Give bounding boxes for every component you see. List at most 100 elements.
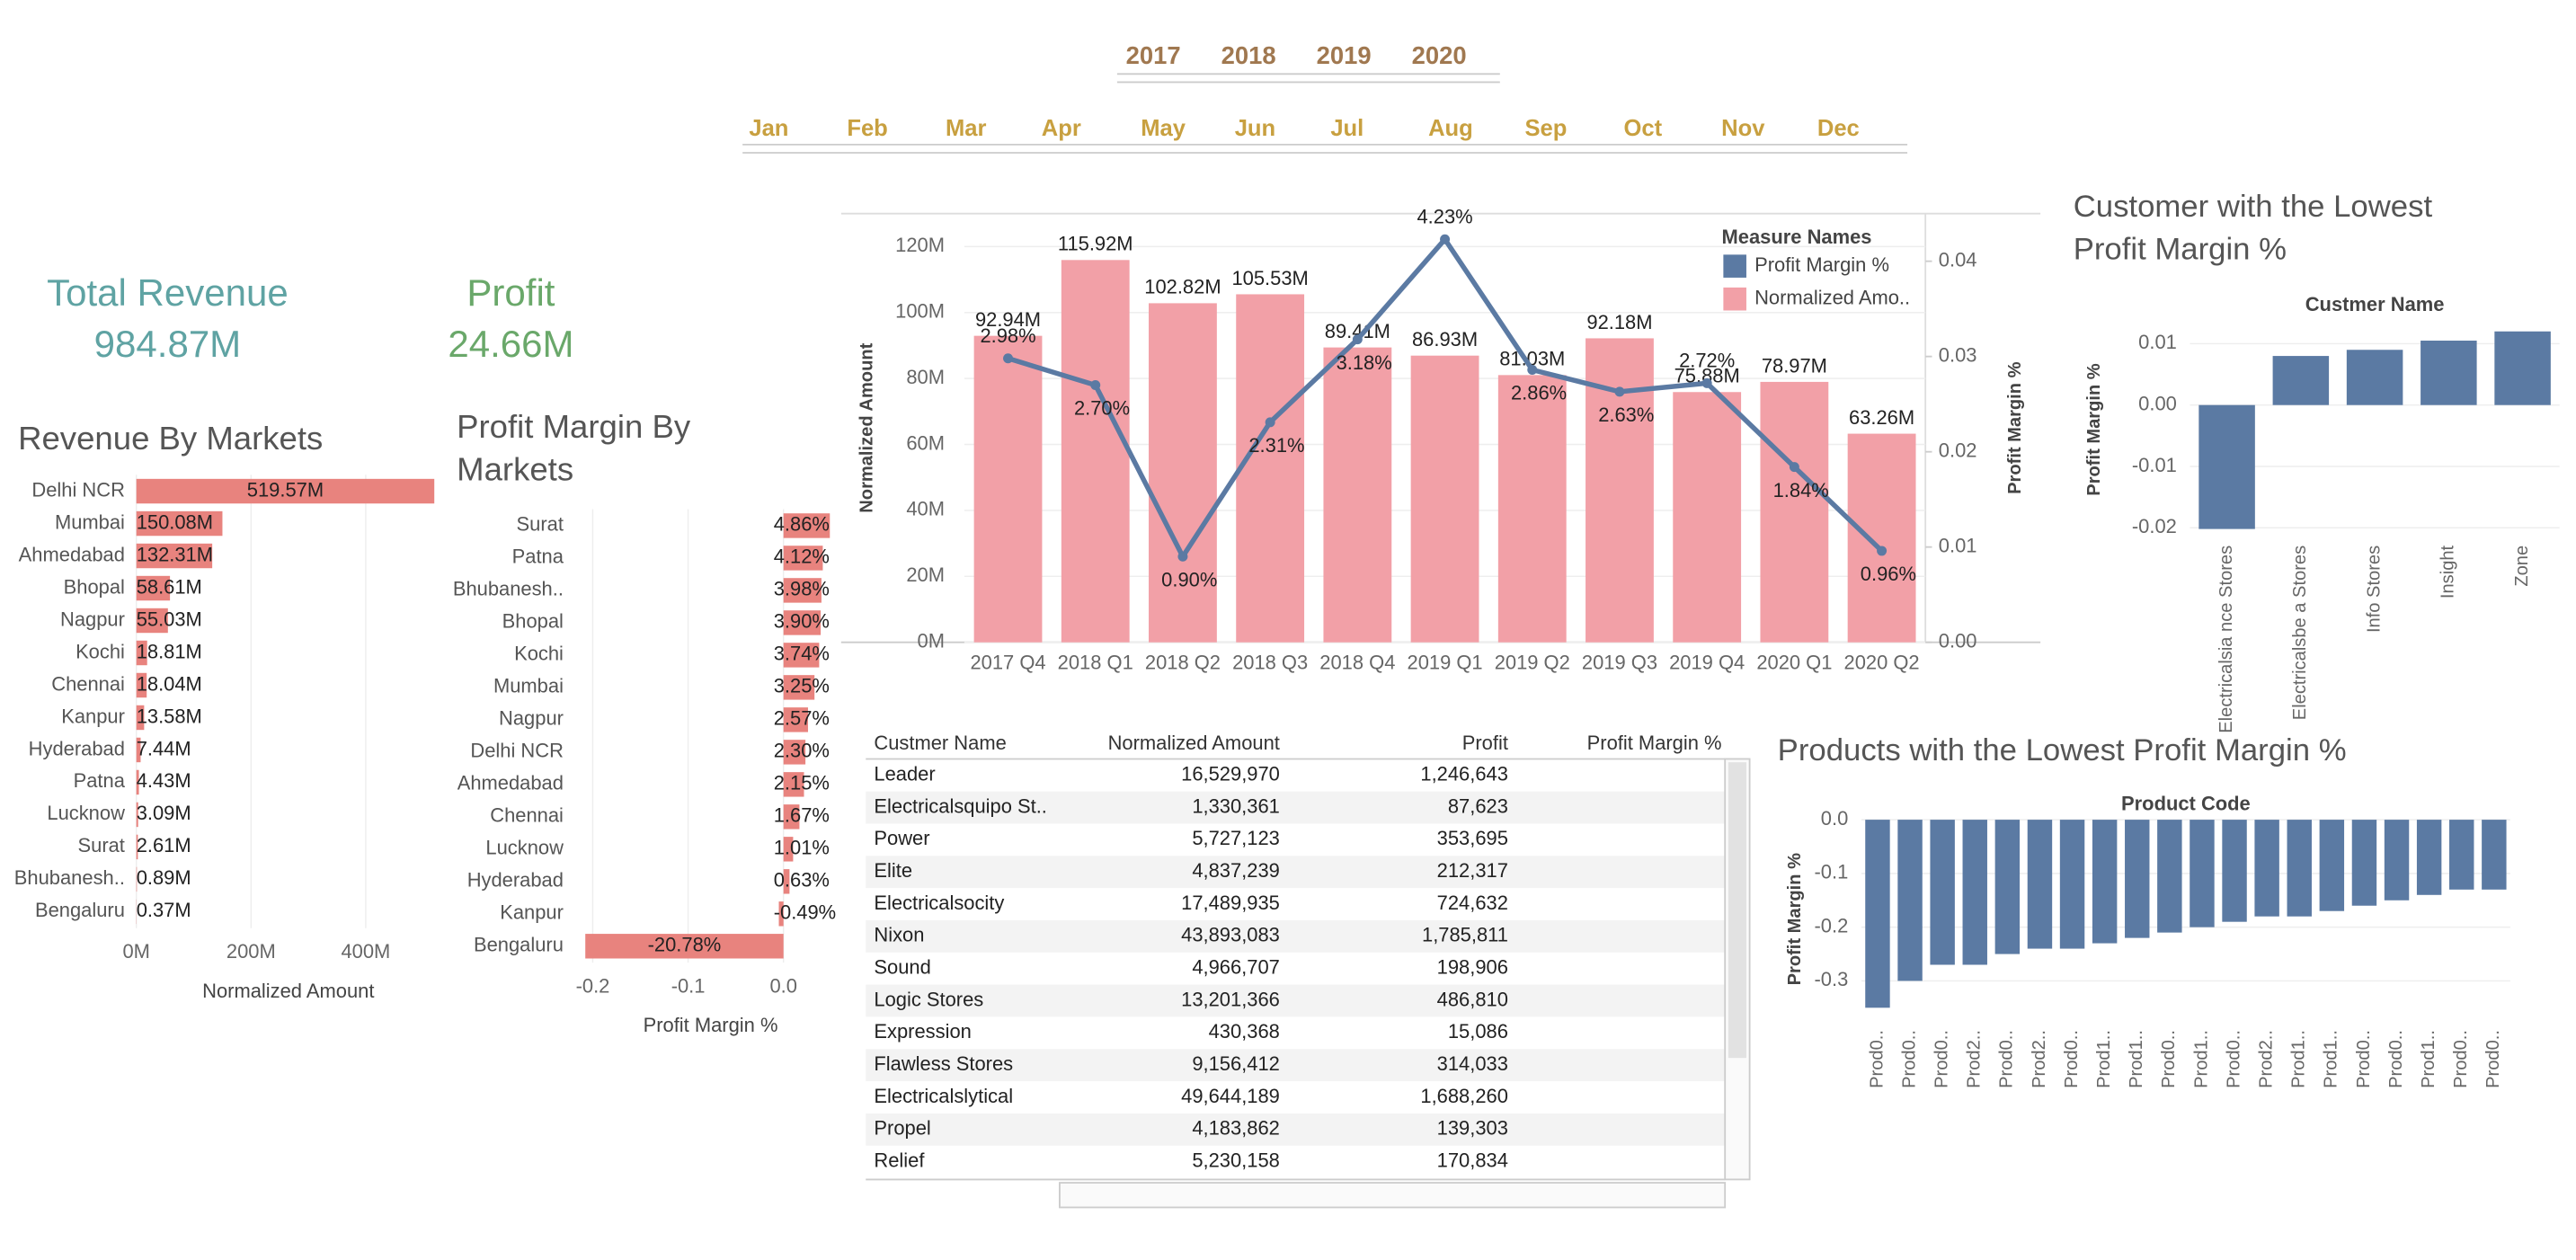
table-cell: Logic Stores	[874, 988, 983, 1010]
y-tick-label: -0.01	[2132, 454, 2177, 476]
x-tick-label: Prod0..	[2062, 1030, 2082, 1088]
bar	[136, 802, 138, 828]
value-label: 0.90%	[1161, 569, 1217, 591]
chart-title: Products with the Lowest Profit Margin %	[1778, 733, 2347, 768]
row-band	[866, 791, 1726, 824]
category-label: Bengaluru	[474, 934, 564, 956]
month-filter[interactable]: Sep	[1525, 116, 1568, 141]
year-filter[interactable]: 2017	[1126, 41, 1181, 69]
category-label: Chennai	[51, 672, 125, 695]
month-filter[interactable]: Dec	[1817, 116, 1860, 141]
x-tick-label: Prod0..	[1867, 1030, 1887, 1088]
bar	[783, 772, 804, 797]
axis-label: Custmer Name	[2305, 293, 2445, 315]
year-filter[interactable]: 2019	[1317, 41, 1372, 69]
x-tick-label: Prod2..	[1965, 1030, 1985, 1088]
month-filter[interactable]: Jan	[749, 116, 788, 141]
x-tick-label: 2020 Q2	[1844, 651, 1920, 673]
value-label: 2.57%	[774, 707, 830, 730]
month-filter[interactable]: Mar	[946, 116, 987, 141]
bar	[2449, 820, 2474, 890]
bar	[136, 575, 171, 601]
x-tick-label: 400M	[341, 940, 390, 963]
bar	[783, 513, 831, 538]
category-label: Bengaluru	[35, 899, 125, 921]
bar	[1897, 820, 1923, 981]
table-cell: 4,183,862	[1192, 1117, 1280, 1140]
table-cell: 6.18%	[1674, 827, 1730, 849]
point	[1352, 334, 1363, 345]
category-label: Delhi NCR	[470, 740, 564, 762]
table-cell: Elite	[874, 859, 912, 882]
table-cell: 1,246,643	[1420, 763, 1508, 785]
bar	[136, 705, 145, 731]
x-tick-label: Prod0..	[1899, 1030, 1919, 1088]
x-tick-label: 2019 Q3	[1582, 651, 1657, 673]
chart-title: Profit Margin By Markets	[457, 408, 691, 488]
value-label: 55.03M	[137, 608, 202, 630]
scrollbar[interactable]	[1059, 1182, 1727, 1209]
month-filter[interactable]: Jul	[1330, 116, 1364, 141]
value-label: 105.53M	[1231, 267, 1308, 289]
row-band	[866, 1113, 1726, 1146]
month-filter[interactable]: May	[1141, 116, 1186, 141]
y-tick-label: 0.00	[2138, 392, 2177, 414]
value-label: 2.30%	[774, 740, 830, 762]
table-cell: 486,810	[1437, 988, 1508, 1010]
y-tick-label: -0.2	[1815, 914, 1849, 936]
bar	[136, 769, 139, 795]
category-label: Delhi NCR	[31, 478, 125, 501]
value-label: 7.44M	[137, 737, 191, 759]
month-filter[interactable]: Apr	[1042, 116, 1081, 141]
table-cell: 7.54%	[1674, 763, 1730, 785]
category-label: Hyderabad	[467, 869, 564, 892]
axis-label: Profit Margin %	[1785, 853, 1805, 985]
category-label: Nagpur	[499, 707, 564, 730]
value-label: 1.01%	[774, 837, 830, 859]
y2-tick-label: 0.04	[1939, 248, 1977, 271]
bar	[783, 707, 808, 732]
year-filter[interactable]: 2018	[1221, 41, 1276, 69]
y-tick-label: 0M	[918, 630, 945, 652]
month-filter[interactable]: Feb	[847, 116, 887, 141]
axis-label: Profit Margin %	[2084, 363, 2104, 495]
table-cell: Expression	[874, 1020, 971, 1043]
bar	[2416, 820, 2442, 895]
table-cell: 87,623	[1448, 794, 1508, 817]
x-tick-label: 2018 Q2	[1145, 651, 1221, 673]
row-band	[866, 856, 1726, 889]
category-label: Ahmedabad	[19, 543, 125, 565]
value-label: 13.58M	[137, 705, 202, 727]
bar	[783, 837, 794, 862]
bar	[585, 934, 784, 959]
month-filter[interactable]: Oct	[1623, 116, 1662, 141]
bar	[783, 643, 820, 668]
month-filter[interactable]: Aug	[1428, 116, 1473, 141]
category-label: Chennai	[490, 804, 564, 827]
x-tick-label: 2019 Q4	[1669, 651, 1745, 673]
value-label: 18.81M	[137, 640, 202, 662]
value-label: 102.82M	[1144, 276, 1221, 298]
year-filter[interactable]: 2020	[1412, 41, 1467, 69]
table-cell: 170,834	[1437, 1149, 1508, 1171]
scroll-thumb[interactable]	[1728, 762, 1746, 1059]
bar	[1323, 347, 1392, 643]
x-tick-label: 0M	[122, 940, 149, 963]
category-label: Lucknow	[485, 837, 564, 859]
bar	[2287, 820, 2312, 917]
point	[1177, 551, 1188, 562]
category-label: Bhopal	[64, 575, 125, 598]
table-cell: Sound	[874, 956, 930, 979]
month-filter[interactable]: Nov	[1721, 116, 1765, 141]
value-label: 2.72%	[1679, 349, 1735, 371]
chart-title: Revenue By Markets	[18, 420, 323, 457]
x-tick-label: 2018 Q1	[1058, 651, 1133, 673]
bar	[136, 866, 138, 892]
value-label: 4.23%	[1417, 205, 1472, 227]
y-tick-label: 20M	[906, 563, 945, 586]
y-tick-label: 0.01	[2138, 331, 2177, 353]
table-cell: 4,966,707	[1192, 956, 1280, 979]
bar	[1236, 294, 1305, 643]
month-filter[interactable]: Jun	[1235, 116, 1275, 141]
value-label: 0.89M	[137, 866, 191, 889]
